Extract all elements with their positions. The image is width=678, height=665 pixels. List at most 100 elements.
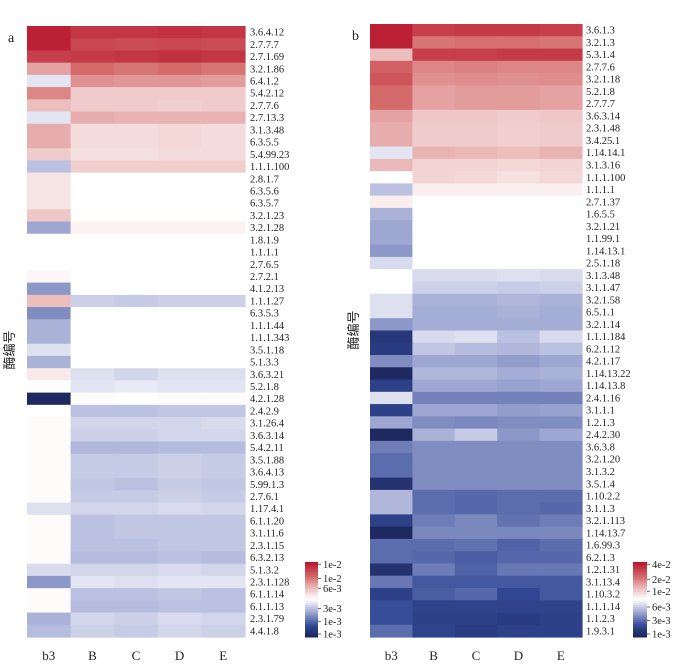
heatmap-cell — [412, 477, 456, 491]
heatmap-cell — [201, 270, 246, 284]
heatmap-cell — [454, 293, 498, 307]
column-label: C — [132, 648, 141, 663]
heatmap-cell — [114, 575, 159, 589]
heatmap-cell — [454, 134, 498, 148]
row-label: 3.1.26.4 — [250, 419, 285, 430]
colorbar-segment — [305, 590, 318, 593]
heatmap-cell — [201, 575, 246, 589]
row-label: 1.1.1.1 — [586, 185, 615, 196]
heatmap-cell — [370, 146, 413, 160]
heatmap-cell — [201, 294, 246, 308]
panel-label: b — [352, 29, 359, 44]
heatmap-cell — [70, 258, 115, 271]
heatmap-cell — [539, 428, 583, 442]
colorbar-segment — [633, 597, 647, 601]
row-label: 3.5.1.18 — [250, 345, 284, 356]
heatmap-cell — [157, 368, 202, 381]
heatmap-cell — [497, 48, 541, 62]
heatmap-cell — [412, 453, 456, 466]
heatmap-cell — [157, 563, 202, 577]
colorbar-segment — [305, 608, 318, 612]
heatmap-cell — [201, 245, 246, 259]
colorbar-segment — [305, 588, 318, 591]
row-label: 3.6.3.14 — [586, 111, 621, 122]
heatmap-cell — [454, 281, 498, 295]
heatmap-cell — [412, 342, 456, 356]
heatmap-cell — [114, 441, 159, 455]
heatmap-cell — [454, 416, 498, 430]
heatmap-cell — [114, 355, 159, 369]
heatmap-cell — [201, 404, 246, 418]
heatmap-cell — [114, 160, 159, 174]
heatmap-cell — [114, 148, 159, 162]
heatmap-cell — [497, 134, 541, 148]
heatmap-cell — [157, 38, 202, 52]
heatmap-cell — [539, 171, 583, 184]
colorbar-segment — [633, 608, 647, 612]
heatmap-cell — [114, 502, 159, 516]
heatmap-cell — [70, 148, 115, 162]
heatmap-cell — [412, 269, 456, 283]
heatmap-cell — [27, 221, 72, 235]
row-label: 4.4.1.8 — [250, 626, 279, 637]
heatmap-cell — [454, 269, 498, 283]
heatmap-cell — [114, 612, 159, 626]
heatmap-cell — [497, 109, 541, 123]
heatmap-cell — [454, 60, 498, 74]
heatmap-cell — [454, 440, 498, 454]
heatmap-cell — [497, 73, 541, 86]
row-label: 1.14.13.7 — [586, 528, 625, 539]
heatmap-cell — [201, 307, 246, 320]
heatmap-cell — [70, 319, 115, 333]
heatmap-cell — [412, 391, 456, 405]
heatmap-cell — [114, 368, 159, 381]
colorbar-tick-label: 3e-3 — [652, 616, 671, 627]
heatmap-cell — [539, 453, 583, 466]
row-label: 1.8.1.9 — [250, 235, 279, 246]
heatmap-cell — [157, 612, 202, 626]
heatmap-cell — [70, 624, 115, 638]
heatmap-cell — [454, 122, 498, 135]
heatmap-cell — [27, 392, 72, 406]
heatmap-cell — [157, 453, 202, 467]
heatmap-cell — [370, 60, 413, 74]
colorbar-tick-label: 1e-2 — [323, 574, 342, 585]
row-label: 6.3.5.7 — [250, 199, 279, 210]
heatmap-cell — [412, 122, 456, 135]
heatmap-cell — [114, 563, 159, 577]
heatmap-cell — [157, 307, 202, 320]
heatmap-cell — [454, 428, 498, 442]
heatmap-cell — [454, 551, 498, 565]
heatmap-cell — [157, 624, 202, 638]
heatmap-cell — [370, 440, 413, 454]
colorbar-segment — [633, 571, 647, 574]
heatmap-cell — [201, 233, 246, 247]
row-label: 4.2.1.28 — [250, 394, 284, 405]
heatmap-cell — [454, 391, 498, 405]
heatmap-cell — [157, 527, 202, 540]
heatmap-cell — [114, 87, 159, 100]
heatmap-cell — [412, 109, 456, 123]
heatmap-cell — [539, 355, 583, 368]
heatmap-cell — [454, 85, 498, 99]
heatmap-cell — [27, 380, 72, 394]
heatmap-cell — [114, 490, 159, 504]
heatmap-cell — [412, 624, 456, 638]
row-label: 4.1.2.13 — [250, 284, 284, 295]
heatmap-cell — [370, 502, 413, 515]
heatmap-cell — [201, 490, 246, 504]
heatmap-cell — [454, 563, 498, 577]
heatmap-cell — [370, 97, 413, 111]
heatmap-cell — [201, 172, 246, 186]
heatmap-cell — [497, 563, 541, 577]
row-label: 6.3.2.13 — [250, 553, 284, 564]
row-label: 4.2.1.17 — [586, 357, 620, 368]
heatmap-cell — [454, 158, 498, 172]
heatmap-cell — [157, 123, 202, 137]
heatmap-cell — [27, 624, 72, 638]
heatmap-cell — [157, 258, 202, 271]
heatmap-cell — [454, 612, 498, 626]
row-label: 3.2.1.14 — [586, 320, 621, 331]
heatmap-cell — [27, 197, 72, 210]
heatmap-cell — [412, 48, 456, 62]
